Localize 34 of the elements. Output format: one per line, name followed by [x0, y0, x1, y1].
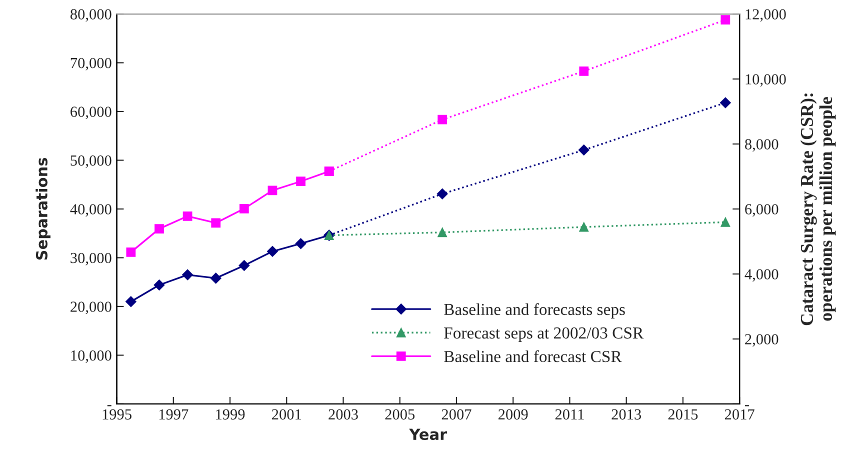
x-tick-label: 2011 [555, 409, 584, 420]
x-tick-label: 2003 [328, 409, 358, 420]
legend-label: Baseline and forecasts seps [444, 303, 625, 318]
x-tick-label: 1999 [216, 409, 245, 420]
x-tick-label: 2017 [724, 409, 754, 420]
y-axis-title: Separations [36, 158, 50, 260]
x-tick-label: 2015 [668, 409, 698, 420]
x-tick-label: 1997 [159, 409, 188, 420]
legend-label: Forecast seps at 2002/03 CSR [444, 327, 644, 342]
y-tick-label: 50,000 [70, 155, 112, 168]
x-axis-title: Year [409, 428, 448, 440]
y2-tick-label: 6,000 [745, 204, 778, 217]
x-tick-label: 2009 [498, 409, 528, 420]
x-tick-label: 2005 [385, 409, 415, 420]
y2-axis-title: Cataract Surgery Rate (CSR): operations per million people [800, 94, 836, 326]
y-tick-label: 80,000 [70, 9, 112, 22]
y2-tick-label: 12,000 [746, 9, 786, 22]
y2-tick-label: 2,000 [745, 334, 778, 347]
x-tick-label: 2007 [442, 409, 472, 420]
y-tick-label: 60,000 [70, 106, 112, 120]
y-tick-label: 20,000 [70, 302, 112, 314]
y2-tick-label: - [745, 405, 749, 406]
y2-tick-label: 10,000 [746, 74, 786, 87]
x-tick-label: 2001 [272, 409, 301, 420]
x-tick-label: 1995 [102, 409, 132, 420]
legend-label: Baseline and forecast CSR [444, 350, 622, 362]
y-tick-label: 70,000 [70, 58, 112, 70]
x-tick-label: 2013 [612, 409, 642, 420]
y-tick-label: 10,000 [71, 350, 112, 363]
y2-tick-label: 4,000 [744, 269, 778, 282]
y-tick-label: - [107, 405, 112, 406]
y-tick-label: 30,000 [70, 252, 112, 266]
y2-tick-label: 8,000 [745, 139, 778, 152]
y-tick-label: 40,000 [70, 204, 112, 217]
